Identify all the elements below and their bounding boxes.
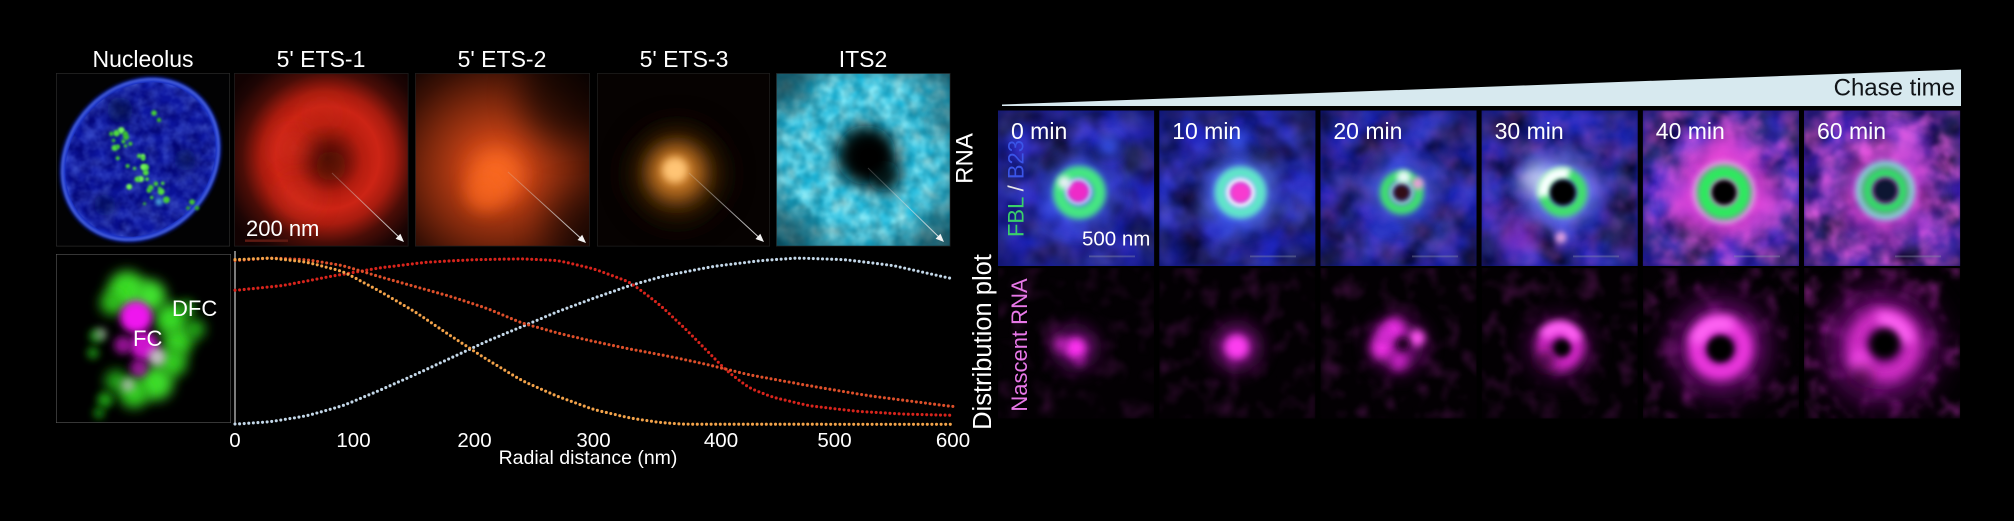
svg-text:Nascent RNA: Nascent RNA (1007, 278, 1032, 412)
svg-text:500: 500 (817, 429, 851, 452)
svg-text:RNA: RNA (951, 133, 978, 184)
svg-text:40 min: 40 min (1656, 118, 1725, 144)
svg-text:ITS2: ITS2 (839, 46, 888, 72)
svg-text:20 min: 20 min (1333, 118, 1402, 144)
svg-text:10 min: 10 min (1172, 118, 1241, 144)
svg-text:0: 0 (229, 429, 240, 452)
svg-text:FBL / B23: FBL / B23 (1004, 140, 1029, 237)
svg-text:500 nm: 500 nm (1082, 228, 1150, 251)
svg-text:600: 600 (936, 429, 970, 452)
svg-text:Radial distance (nm): Radial distance (nm) (499, 447, 678, 469)
svg-text:Distribution plot: Distribution plot (969, 254, 997, 430)
svg-text:Chase time: Chase time (1834, 75, 1955, 102)
svg-text:60 min: 60 min (1817, 118, 1886, 144)
svg-text:400: 400 (704, 429, 738, 452)
svg-text:FC: FC (133, 326, 162, 351)
svg-text:30 min: 30 min (1495, 118, 1564, 144)
svg-text:Nucleolus: Nucleolus (93, 46, 194, 72)
svg-text:300: 300 (576, 429, 610, 452)
svg-text:200: 200 (457, 429, 491, 452)
svg-text:0 min: 0 min (1011, 118, 1067, 144)
svg-text:DFC: DFC (172, 296, 217, 321)
svg-text:5' ETS-1: 5' ETS-1 (277, 46, 366, 72)
svg-text:100: 100 (336, 429, 370, 452)
svg-text:5' ETS-3: 5' ETS-3 (640, 46, 729, 72)
svg-text:5' ETS-2: 5' ETS-2 (458, 46, 547, 72)
svg-text:200 nm: 200 nm (246, 216, 319, 241)
